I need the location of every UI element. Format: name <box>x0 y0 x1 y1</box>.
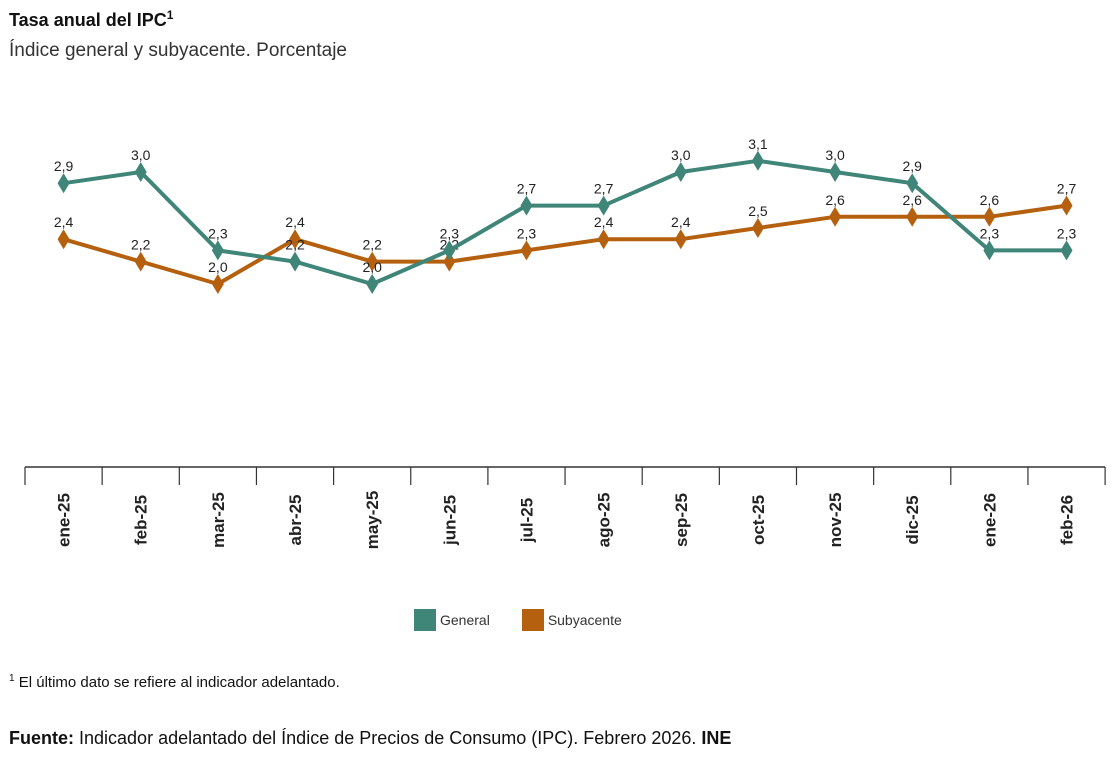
legend-swatch <box>521 609 544 631</box>
data-label: 2,3 <box>980 225 1000 241</box>
data-point[interactable] <box>366 251 379 272</box>
data-point[interactable] <box>751 218 764 238</box>
data-point[interactable] <box>443 240 456 261</box>
x-tick-label: nov-25 <box>826 493 845 548</box>
data-label: 2,7 <box>517 181 537 197</box>
data-point[interactable] <box>597 229 610 250</box>
data-label: 2,3 <box>1057 225 1077 241</box>
data-point[interactable] <box>134 162 147 182</box>
x-tick-label: jul-25 <box>517 498 536 543</box>
x-tick-label: feb-25 <box>132 495 151 545</box>
series-line <box>63 203 1067 286</box>
data-point[interactable] <box>57 229 70 250</box>
data-label: 2,5 <box>748 203 768 219</box>
data-point[interactable] <box>520 240 533 261</box>
data-point[interactable] <box>134 251 147 272</box>
legend: General Subyacente <box>414 609 622 631</box>
data-point[interactable] <box>443 251 456 272</box>
x-tick-label: ene-25 <box>55 493 74 547</box>
data-point[interactable] <box>983 206 996 227</box>
data-label: 2,6 <box>825 192 845 208</box>
data-label: 2,4 <box>671 214 691 230</box>
data-point[interactable] <box>1060 240 1073 261</box>
data-point[interactable] <box>211 240 224 261</box>
data-label: 2,4 <box>594 214 614 230</box>
chart-title: Tasa anual del IPC1 <box>9 8 174 30</box>
x-tick-label: may-25 <box>363 491 382 550</box>
data-label: 2,0 <box>362 259 382 275</box>
data-label: 3,0 <box>131 147 151 163</box>
x-tick-label: sep-25 <box>672 493 691 547</box>
x-tick-label: oct-25 <box>749 495 768 545</box>
x-tick-label: feb-26 <box>1058 495 1077 545</box>
source: Fuente: Indicador adelantado del Índice … <box>9 728 732 748</box>
x-tick-label: mar-25 <box>209 492 228 548</box>
data-label: 2,6 <box>902 192 922 208</box>
data-label: 2,3 <box>517 225 537 241</box>
data-label: 2,9 <box>54 158 74 174</box>
data-point[interactable] <box>597 195 610 216</box>
data-point[interactable] <box>829 162 842 182</box>
data-point[interactable] <box>674 229 687 250</box>
legend-swatch <box>414 609 436 631</box>
data-point[interactable] <box>751 150 764 171</box>
x-tick-label: dic-25 <box>903 495 922 544</box>
data-point[interactable] <box>520 195 533 216</box>
data-point[interactable] <box>906 206 919 227</box>
x-tick-label: ago-25 <box>595 493 614 548</box>
data-point[interactable] <box>289 251 302 272</box>
data-label: 2,2 <box>285 237 305 253</box>
chart-subtitle: Índice general y subyacente. Porcentaje <box>9 40 347 61</box>
data-label: 3,0 <box>825 147 845 163</box>
data-point[interactable] <box>1060 195 1073 216</box>
data-label: 2,7 <box>594 181 614 197</box>
legend-label: Subyacente <box>547 612 622 628</box>
data-point[interactable] <box>211 274 224 294</box>
line-chart: ene-25 feb-25 mar-25 abr-25 may-25 jun-25 jul-… <box>24 136 1106 550</box>
legend-item-general[interactable]: General <box>414 609 490 631</box>
footnote: 1 El último dato se refiere al indicador… <box>9 673 340 691</box>
data-label: 2,7 <box>1057 181 1077 197</box>
data-label: 2,4 <box>54 214 74 230</box>
legend-item-subyacente[interactable]: Subyacente <box>521 609 622 631</box>
data-label: 2,2 <box>362 237 382 253</box>
data-label: 2,2 <box>131 237 151 253</box>
data-label: 2,4 <box>285 214 305 230</box>
data-label: 2,0 <box>208 259 228 275</box>
x-tick-label: ene-26 <box>980 493 999 547</box>
data-point[interactable] <box>57 173 70 194</box>
data-label: 2,3 <box>208 225 228 241</box>
series-subyacente: 2,4 2,2 2,0 2,4 2,2 2,2 2,3 2,4 2,4 2,5 2,6 2,6 2,6 2… <box>54 181 1077 294</box>
data-label: 3,0 <box>671 147 691 163</box>
x-tick-label: abr-25 <box>286 494 305 545</box>
x-tick-label: jun-25 <box>440 495 459 546</box>
data-label: 2,3 <box>440 225 460 241</box>
data-point[interactable] <box>829 206 842 227</box>
series-line <box>63 158 1067 286</box>
legend-label: General <box>440 612 490 628</box>
data-label: 3,1 <box>748 136 768 152</box>
data-point[interactable] <box>674 162 687 182</box>
data-point[interactable] <box>289 229 302 250</box>
data-label: 2,6 <box>980 192 1000 208</box>
series-general: 2,93,02,32,22,02,32,7 2,73,03,13,02,92,3 2… <box>54 136 1077 294</box>
data-point[interactable] <box>366 274 379 294</box>
data-point[interactable] <box>906 173 919 194</box>
data-label: 2,9 <box>902 158 922 174</box>
data-point[interactable] <box>983 240 996 261</box>
